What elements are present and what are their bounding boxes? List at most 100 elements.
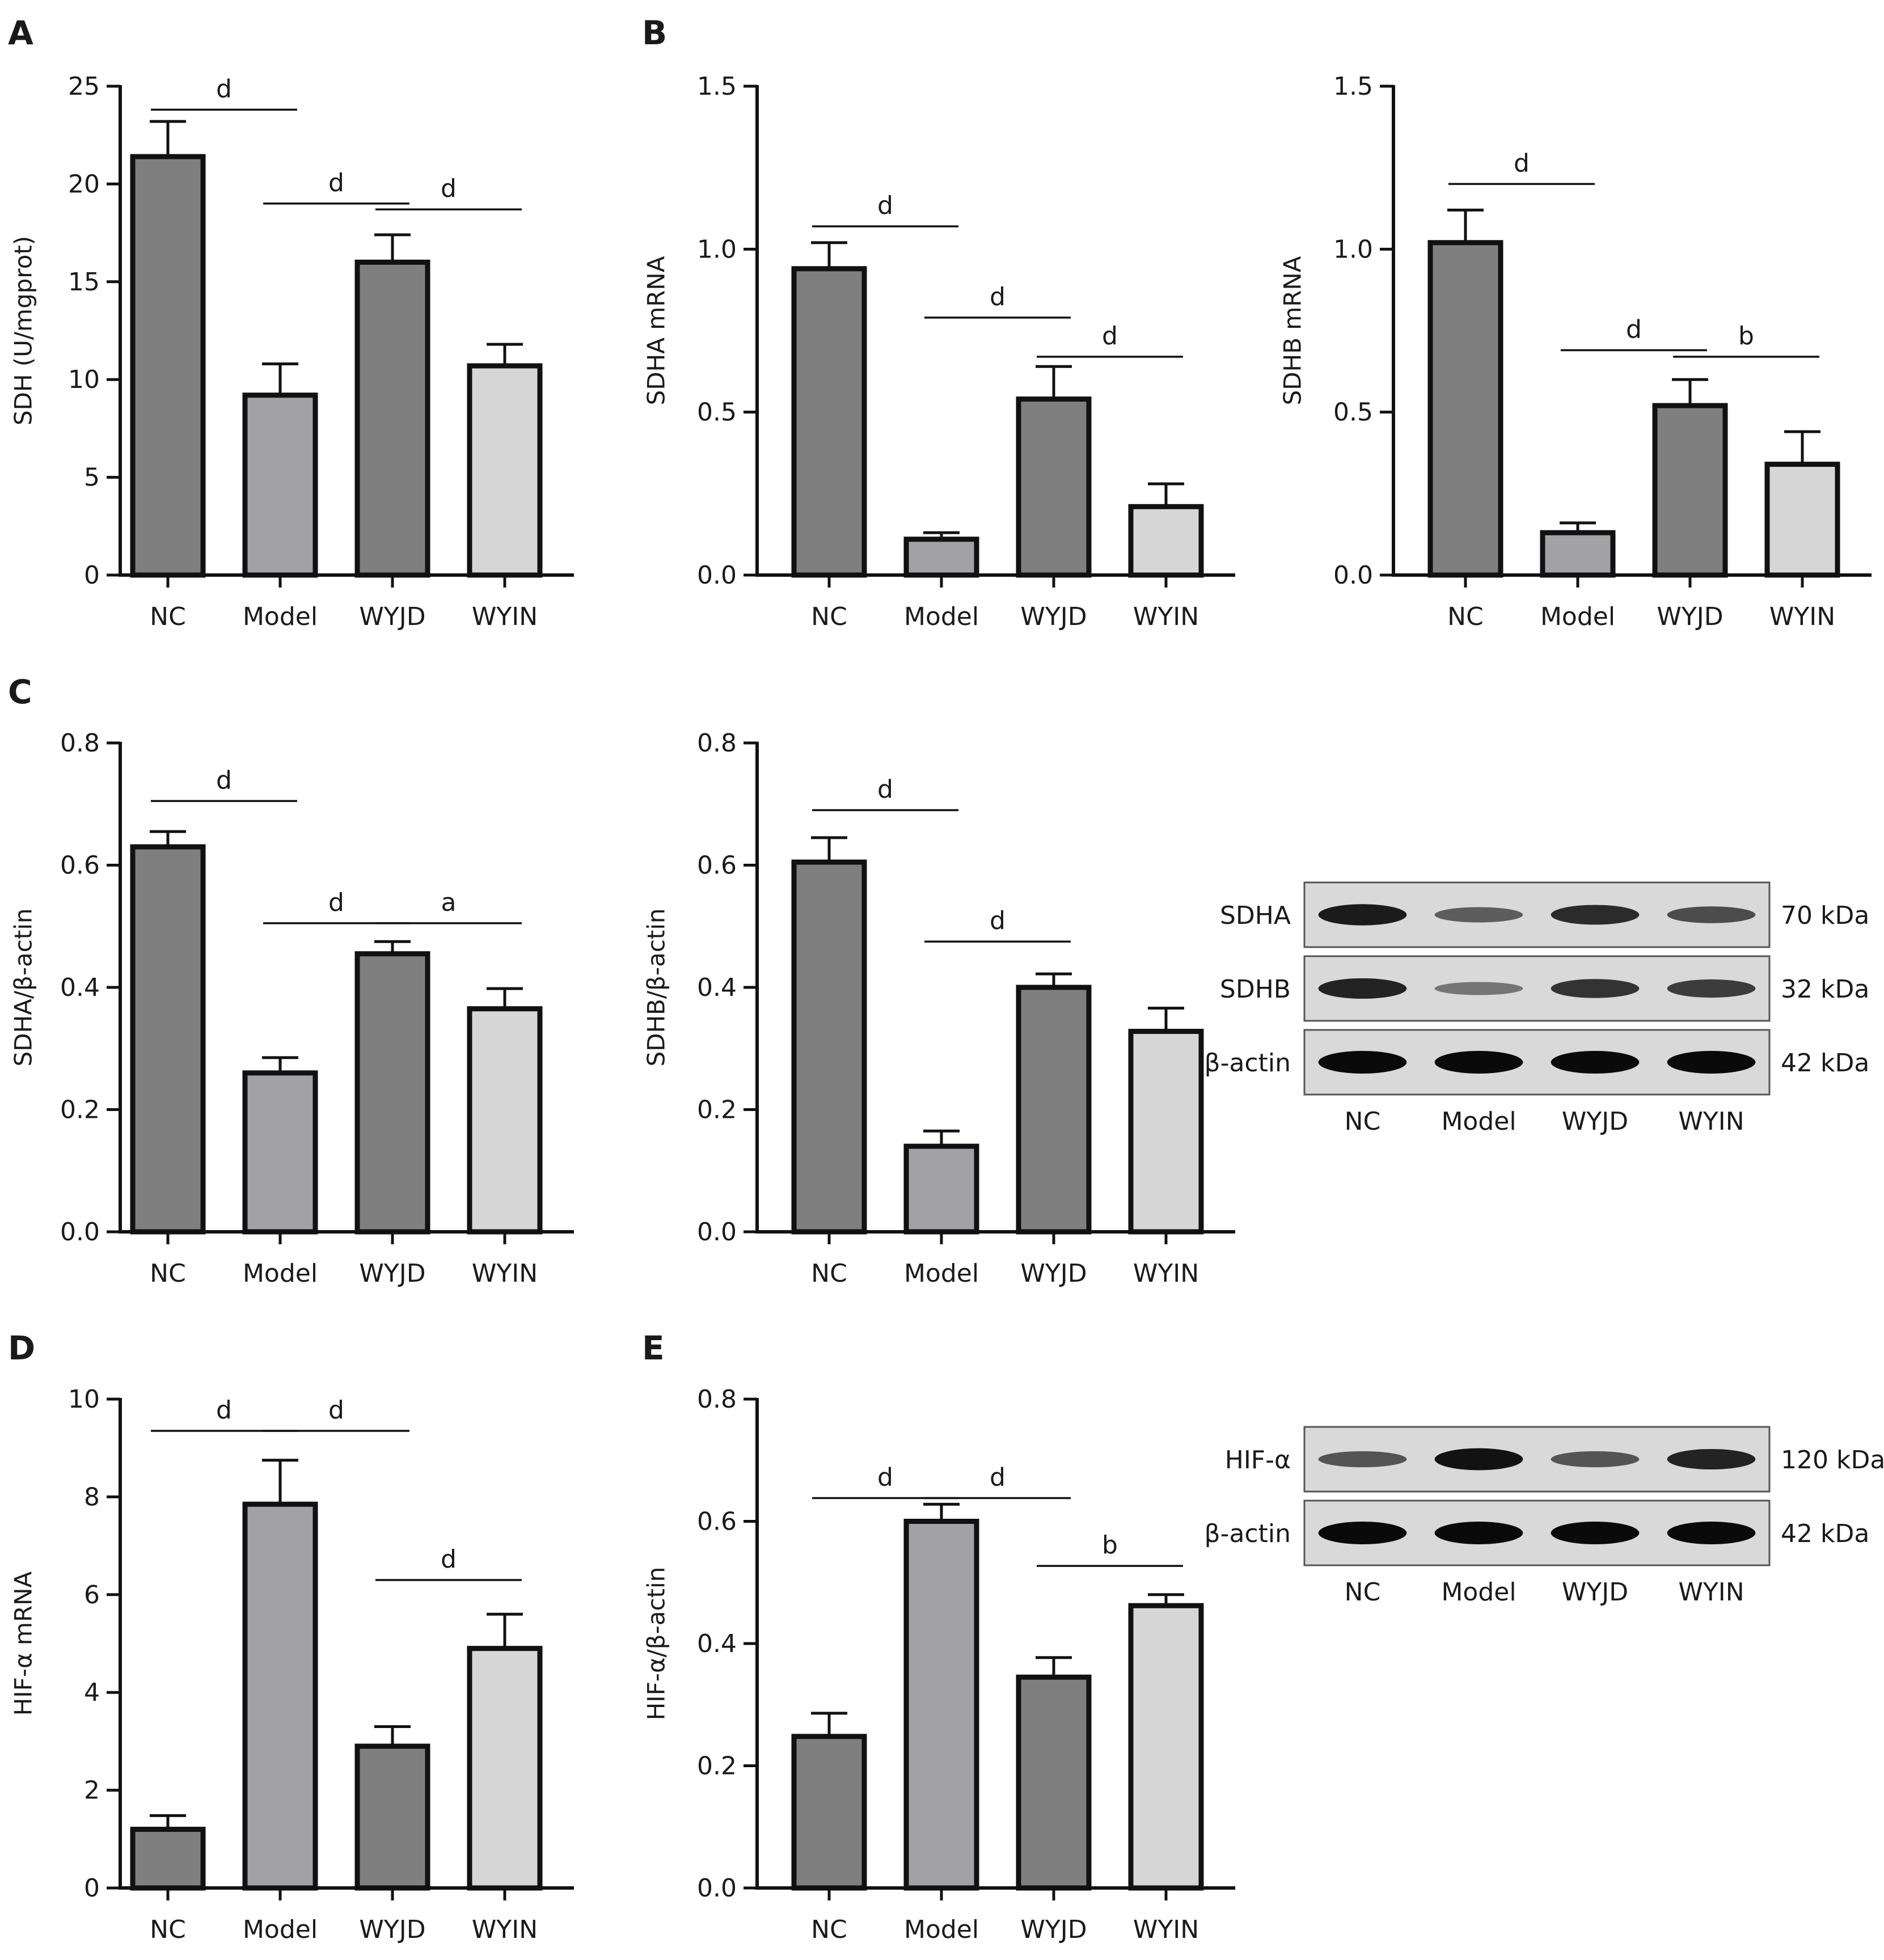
- blot-band: [1434, 907, 1523, 923]
- y-tick-label: 0.0: [697, 561, 737, 590]
- x-tick-label: Model: [904, 1259, 979, 1288]
- sdh-western-blot: SDHA 70 kDa SDHB 32 kDa β-actin 42 kDa NC Model…: [1205, 881, 1869, 1136]
- bar-model: [1540, 530, 1616, 578]
- blot-band: [1434, 982, 1523, 995]
- significance-label: d: [216, 766, 232, 795]
- blot-band: [1318, 1451, 1407, 1468]
- significance-label: d: [877, 191, 893, 220]
- x-tick-label: Model: [243, 602, 318, 631]
- bar-model: [903, 1143, 979, 1235]
- blot-lane-label: WYIN: [1678, 1578, 1744, 1607]
- bar-nc: [130, 154, 206, 578]
- x-tick-label: Model: [243, 1915, 318, 1944]
- significance-label: d: [877, 775, 893, 804]
- y-axis-label: SDHA/β-actin: [10, 908, 37, 1066]
- bar-model: [903, 1519, 979, 1891]
- x-tick-label: WYJD: [1020, 602, 1087, 631]
- y-tick-label: 1.0: [1333, 235, 1373, 264]
- x-tick-label: WYJD: [359, 1915, 425, 1944]
- sdha-actin-chart: 0.0 0.2 0.4 0.6 0.8 SDHA/β-actin NC Model WYJD WY…: [10, 729, 574, 1288]
- y-tick-label: 0.6: [697, 1507, 737, 1536]
- y-axis-label: SDHB/β-actin: [643, 908, 670, 1066]
- y-tick-label: 0.6: [697, 851, 737, 880]
- y-tick-label: 0.8: [697, 729, 737, 758]
- x-tick-label: WYJD: [1020, 1915, 1087, 1944]
- y-axis-label: SDHA mRNA: [643, 256, 670, 405]
- sdhb-actin-chart: 0.0 0.2 0.4 0.6 0.8 SDHB/β-actin NC Model WYJD WY…: [643, 729, 1235, 1288]
- blot-protein-label: β-actin: [1205, 1049, 1291, 1078]
- significance-label: d: [216, 74, 232, 103]
- bar-wyjd: [354, 259, 430, 578]
- blot-band: [1667, 1522, 1756, 1544]
- bar-nc: [1427, 240, 1503, 578]
- blot-band: [1434, 1051, 1523, 1074]
- blot-band: [1551, 1522, 1640, 1544]
- y-tick-label: 0.6: [60, 851, 100, 880]
- y-tick-label: 10: [68, 365, 100, 394]
- x-tick-label: WYIN: [472, 1915, 538, 1944]
- bar-nc: [791, 266, 867, 578]
- blot-lane-label: NC: [1345, 1578, 1381, 1607]
- bar-wyjd: [354, 1743, 430, 1891]
- blot-band: [1434, 1522, 1523, 1544]
- bar-wyjd: [1016, 1674, 1092, 1891]
- sdha-mrna-chart: 0.0 0.5 1.0 1.5 SDHA mRNA NC Model WYJD WYIN d d d: [643, 72, 1235, 631]
- significance-label: d: [1102, 322, 1118, 350]
- y-tick-label: 1.5: [1333, 72, 1373, 101]
- blot-lane-label: WYIN: [1678, 1107, 1744, 1136]
- blot-band: [1667, 1051, 1756, 1074]
- x-tick-label: Model: [904, 602, 979, 631]
- bar-nc: [791, 1734, 867, 1891]
- blot-lane-label: Model: [1441, 1107, 1516, 1136]
- blot-protein-label: SDHB: [1220, 975, 1291, 1004]
- panel-letter-d: D: [8, 1329, 35, 1367]
- significance-label: d: [328, 888, 344, 917]
- y-tick-label: 1.5: [697, 72, 737, 101]
- blot-band: [1318, 904, 1407, 926]
- significance-label: b: [1102, 1531, 1118, 1560]
- significance-label: d: [990, 1463, 1006, 1492]
- blot-lane-label: WYJD: [1562, 1107, 1628, 1136]
- y-tick-label: 0.4: [60, 973, 100, 1002]
- y-tick-label: 0.2: [60, 1096, 100, 1125]
- significance-label: d: [441, 1545, 457, 1574]
- blot-band: [1551, 905, 1640, 925]
- blot-band: [1434, 1448, 1523, 1471]
- x-tick-label: NC: [150, 602, 186, 631]
- x-tick-label: NC: [811, 602, 847, 631]
- blot-protein-label: SDHA: [1220, 901, 1291, 930]
- y-axis-label: SDHB mRNA: [1279, 256, 1307, 405]
- bar-wyjd: [354, 951, 430, 1235]
- x-tick-label: WYIN: [472, 1259, 538, 1288]
- x-tick-label: NC: [150, 1259, 186, 1288]
- y-tick-label: 25: [68, 72, 100, 101]
- blot-band: [1667, 906, 1756, 923]
- significance-label: d: [328, 1396, 344, 1425]
- bar-nc: [130, 1827, 206, 1891]
- blot-band: [1551, 979, 1640, 998]
- y-axis-label: SDH (U/mgprot): [10, 236, 37, 425]
- panel-letter-b: B: [642, 14, 667, 52]
- bar-model: [242, 1501, 318, 1891]
- y-tick-label: 1.0: [697, 235, 737, 264]
- x-tick-label: WYIN: [1133, 1915, 1199, 1944]
- bar-model: [242, 1070, 318, 1235]
- bar-nc: [791, 859, 867, 1235]
- x-tick-label: WYIN: [1133, 602, 1199, 631]
- bar-wyin: [1128, 1029, 1204, 1235]
- bar-wyin: [1764, 462, 1840, 578]
- bar-wyin: [467, 1646, 543, 1891]
- x-tick-label: WYIN: [1769, 602, 1835, 631]
- sdh-chart: 0 5 10 15 20 25 SDH (U/mgprot) NC Model WYJD WYIN d…: [10, 72, 574, 631]
- x-tick-label: NC: [150, 1915, 186, 1944]
- x-tick-label: WYIN: [1133, 1259, 1199, 1288]
- significance-label: d: [328, 168, 344, 197]
- y-tick-label: 0: [84, 561, 100, 590]
- blot-size-label: 42 kDa: [1781, 1519, 1869, 1548]
- bar-model: [242, 392, 318, 578]
- y-axis-label: HIF-α/β-actin: [643, 1567, 670, 1721]
- blot-size-label: 70 kDa: [1781, 901, 1869, 930]
- blot-band: [1667, 979, 1756, 998]
- bar-wyin: [467, 1006, 543, 1235]
